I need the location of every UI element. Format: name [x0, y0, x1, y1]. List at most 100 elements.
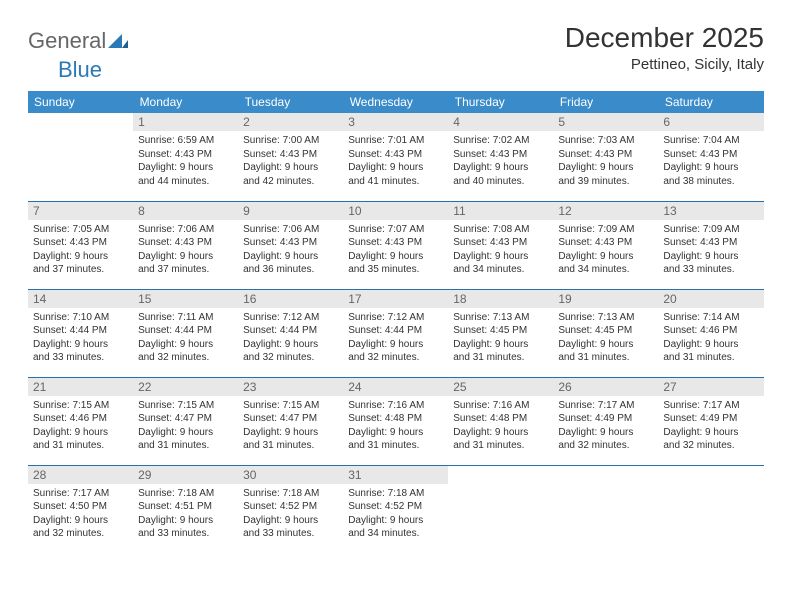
logo-triangle-icon	[108, 28, 128, 54]
calendar-week-row: 28Sunrise: 7:17 AMSunset: 4:50 PMDayligh…	[28, 465, 764, 553]
calendar-cell: 9Sunrise: 7:06 AMSunset: 4:43 PMDaylight…	[238, 201, 343, 289]
calendar-cell: 15Sunrise: 7:11 AMSunset: 4:44 PMDayligh…	[133, 289, 238, 377]
day-number: 23	[238, 378, 343, 396]
calendar-cell	[553, 465, 658, 553]
day-details: Sunrise: 7:07 AMSunset: 4:43 PMDaylight:…	[343, 220, 448, 281]
day-details: Sunrise: 7:15 AMSunset: 4:47 PMDaylight:…	[238, 396, 343, 457]
day-details: Sunrise: 7:16 AMSunset: 4:48 PMDaylight:…	[343, 396, 448, 457]
calendar-cell: 29Sunrise: 7:18 AMSunset: 4:51 PMDayligh…	[133, 465, 238, 553]
month-title: December 2025	[565, 22, 764, 54]
day-number: 20	[658, 290, 763, 308]
day-details: Sunrise: 7:18 AMSunset: 4:52 PMDaylight:…	[238, 484, 343, 545]
day-details: Sunrise: 7:10 AMSunset: 4:44 PMDaylight:…	[28, 308, 133, 369]
day-number: 29	[133, 466, 238, 484]
calendar-cell	[28, 113, 133, 201]
calendar-cell: 4Sunrise: 7:02 AMSunset: 4:43 PMDaylight…	[448, 113, 553, 201]
calendar-cell: 8Sunrise: 7:06 AMSunset: 4:43 PMDaylight…	[133, 201, 238, 289]
day-details: Sunrise: 7:04 AMSunset: 4:43 PMDaylight:…	[658, 131, 763, 192]
day-details: Sunrise: 7:08 AMSunset: 4:43 PMDaylight:…	[448, 220, 553, 281]
calendar-week-row: 21Sunrise: 7:15 AMSunset: 4:46 PMDayligh…	[28, 377, 764, 465]
day-details: Sunrise: 7:09 AMSunset: 4:43 PMDaylight:…	[658, 220, 763, 281]
calendar-cell: 2Sunrise: 7:00 AMSunset: 4:43 PMDaylight…	[238, 113, 343, 201]
day-number	[658, 466, 763, 484]
day-number: 24	[343, 378, 448, 396]
day-header: Sunday	[28, 91, 133, 113]
day-header: Thursday	[448, 91, 553, 113]
calendar-cell: 24Sunrise: 7:16 AMSunset: 4:48 PMDayligh…	[343, 377, 448, 465]
day-number: 18	[448, 290, 553, 308]
day-number: 7	[28, 202, 133, 220]
day-number: 27	[658, 378, 763, 396]
day-details: Sunrise: 7:01 AMSunset: 4:43 PMDaylight:…	[343, 131, 448, 192]
calendar-cell	[658, 465, 763, 553]
day-number: 19	[553, 290, 658, 308]
day-number: 4	[448, 113, 553, 131]
calendar-cell: 3Sunrise: 7:01 AMSunset: 4:43 PMDaylight…	[343, 113, 448, 201]
day-details: Sunrise: 7:15 AMSunset: 4:47 PMDaylight:…	[133, 396, 238, 457]
day-number: 1	[133, 113, 238, 131]
calendar-cell: 22Sunrise: 7:15 AMSunset: 4:47 PMDayligh…	[133, 377, 238, 465]
calendar-cell: 25Sunrise: 7:16 AMSunset: 4:48 PMDayligh…	[448, 377, 553, 465]
day-number: 31	[343, 466, 448, 484]
calendar-week-row: 1Sunrise: 6:59 AMSunset: 4:43 PMDaylight…	[28, 113, 764, 201]
logo-text-1: General	[28, 28, 106, 54]
day-details: Sunrise: 7:13 AMSunset: 4:45 PMDaylight:…	[553, 308, 658, 369]
day-number: 14	[28, 290, 133, 308]
day-details: Sunrise: 6:59 AMSunset: 4:43 PMDaylight:…	[133, 131, 238, 192]
calendar-cell: 1Sunrise: 6:59 AMSunset: 4:43 PMDaylight…	[133, 113, 238, 201]
day-number: 28	[28, 466, 133, 484]
day-number: 3	[343, 113, 448, 131]
day-number	[448, 466, 553, 484]
day-details: Sunrise: 7:05 AMSunset: 4:43 PMDaylight:…	[28, 220, 133, 281]
calendar-cell: 26Sunrise: 7:17 AMSunset: 4:49 PMDayligh…	[553, 377, 658, 465]
day-details: Sunrise: 7:17 AMSunset: 4:49 PMDaylight:…	[658, 396, 763, 457]
day-number	[28, 113, 133, 131]
day-details: Sunrise: 7:09 AMSunset: 4:43 PMDaylight:…	[553, 220, 658, 281]
day-details: Sunrise: 7:00 AMSunset: 4:43 PMDaylight:…	[238, 131, 343, 192]
calendar-cell: 14Sunrise: 7:10 AMSunset: 4:44 PMDayligh…	[28, 289, 133, 377]
calendar-cell: 16Sunrise: 7:12 AMSunset: 4:44 PMDayligh…	[238, 289, 343, 377]
day-number: 10	[343, 202, 448, 220]
day-number: 22	[133, 378, 238, 396]
day-details: Sunrise: 7:18 AMSunset: 4:52 PMDaylight:…	[343, 484, 448, 545]
day-details: Sunrise: 7:06 AMSunset: 4:43 PMDaylight:…	[133, 220, 238, 281]
day-number: 5	[553, 113, 658, 131]
calendar-cell	[448, 465, 553, 553]
day-number: 11	[448, 202, 553, 220]
calendar-cell: 12Sunrise: 7:09 AMSunset: 4:43 PMDayligh…	[553, 201, 658, 289]
day-header: Tuesday	[238, 91, 343, 113]
day-number: 26	[553, 378, 658, 396]
day-header: Friday	[553, 91, 658, 113]
day-details: Sunrise: 7:14 AMSunset: 4:46 PMDaylight:…	[658, 308, 763, 369]
calendar-cell: 21Sunrise: 7:15 AMSunset: 4:46 PMDayligh…	[28, 377, 133, 465]
calendar-cell: 31Sunrise: 7:18 AMSunset: 4:52 PMDayligh…	[343, 465, 448, 553]
day-number: 21	[28, 378, 133, 396]
day-number: 2	[238, 113, 343, 131]
day-details: Sunrise: 7:12 AMSunset: 4:44 PMDaylight:…	[238, 308, 343, 369]
calendar-cell: 30Sunrise: 7:18 AMSunset: 4:52 PMDayligh…	[238, 465, 343, 553]
day-number: 17	[343, 290, 448, 308]
calendar-cell: 13Sunrise: 7:09 AMSunset: 4:43 PMDayligh…	[658, 201, 763, 289]
day-details: Sunrise: 7:17 AMSunset: 4:50 PMDaylight:…	[28, 484, 133, 545]
day-number: 16	[238, 290, 343, 308]
day-details: Sunrise: 7:12 AMSunset: 4:44 PMDaylight:…	[343, 308, 448, 369]
day-details: Sunrise: 7:03 AMSunset: 4:43 PMDaylight:…	[553, 131, 658, 192]
day-header: Monday	[133, 91, 238, 113]
calendar-cell: 11Sunrise: 7:08 AMSunset: 4:43 PMDayligh…	[448, 201, 553, 289]
day-details: Sunrise: 7:18 AMSunset: 4:51 PMDaylight:…	[133, 484, 238, 545]
day-number: 30	[238, 466, 343, 484]
calendar-cell: 18Sunrise: 7:13 AMSunset: 4:45 PMDayligh…	[448, 289, 553, 377]
calendar-cell: 7Sunrise: 7:05 AMSunset: 4:43 PMDaylight…	[28, 201, 133, 289]
calendar-cell: 10Sunrise: 7:07 AMSunset: 4:43 PMDayligh…	[343, 201, 448, 289]
calendar-cell: 17Sunrise: 7:12 AMSunset: 4:44 PMDayligh…	[343, 289, 448, 377]
calendar-cell: 28Sunrise: 7:17 AMSunset: 4:50 PMDayligh…	[28, 465, 133, 553]
logo-text-2: Blue	[58, 57, 102, 82]
day-header: Wednesday	[343, 91, 448, 113]
day-details: Sunrise: 7:06 AMSunset: 4:43 PMDaylight:…	[238, 220, 343, 281]
calendar-cell: 23Sunrise: 7:15 AMSunset: 4:47 PMDayligh…	[238, 377, 343, 465]
day-number: 9	[238, 202, 343, 220]
day-details: Sunrise: 7:16 AMSunset: 4:48 PMDaylight:…	[448, 396, 553, 457]
day-details: Sunrise: 7:11 AMSunset: 4:44 PMDaylight:…	[133, 308, 238, 369]
day-number: 8	[133, 202, 238, 220]
calendar-week-row: 7Sunrise: 7:05 AMSunset: 4:43 PMDaylight…	[28, 201, 764, 289]
